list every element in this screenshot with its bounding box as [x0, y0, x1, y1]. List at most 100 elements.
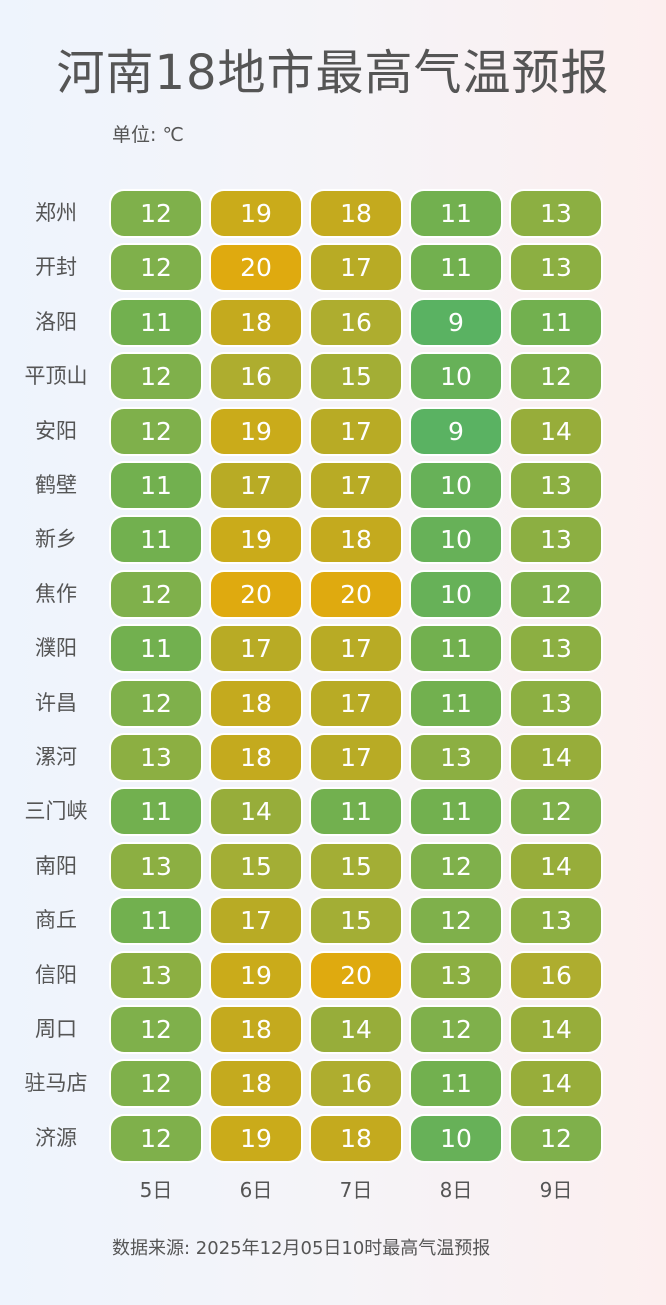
heatmap-row: 平顶山 12 16 15 10 12: [0, 354, 666, 400]
temperature-cell: 16: [211, 354, 301, 400]
temperature-cell: 11: [411, 680, 501, 726]
temperature-cell: 12: [511, 571, 601, 617]
city-label: 驻马店: [24, 1071, 88, 1096]
temperature-cell: 13: [411, 952, 501, 998]
temperature-cell: 13: [111, 735, 201, 780]
temperature-cell: 9: [411, 299, 501, 345]
temperature-cell: 12: [111, 408, 201, 454]
temperature-cell: 11: [411, 245, 501, 291]
heatmap-row: 周口 12 18 14 12 14: [0, 1007, 666, 1053]
temperature-cell: 11: [111, 789, 201, 835]
temperature-cell: 13: [511, 245, 601, 291]
temperature-cell: 12: [111, 245, 201, 291]
temperature-cell: 15: [211, 843, 301, 889]
temperature-cell: 11: [511, 299, 601, 345]
temperature-cell: 11: [111, 626, 201, 672]
city-label: 安阳: [35, 418, 77, 443]
day-label: 7日: [339, 1178, 373, 1202]
temperature-cell: 11: [111, 463, 201, 508]
temperature-cell: 13: [411, 735, 501, 780]
temperature-cell: 11: [411, 789, 501, 835]
temperature-cell: 19: [211, 408, 301, 454]
temperature-cell: 12: [111, 680, 201, 726]
temperature-cell: 16: [311, 299, 401, 345]
temperature-cell: 16: [311, 1061, 401, 1107]
day-label: 9日: [539, 1178, 573, 1202]
city-label: 南阳: [35, 853, 77, 878]
unit-label: 单位: ℃: [112, 124, 184, 146]
temperature-cell: 18: [311, 191, 401, 236]
temperature-cell: 14: [311, 1007, 401, 1052]
city-label: 开封: [35, 255, 77, 280]
temperature-cell: 12: [411, 843, 501, 889]
temperature-cell: 11: [411, 1061, 501, 1107]
city-label: 濮阳: [35, 636, 77, 661]
temperature-cell: 13: [511, 517, 601, 563]
temperature-cell: 12: [511, 789, 601, 835]
temperature-cell: 17: [211, 898, 301, 944]
temperature-cell: 12: [511, 1115, 601, 1161]
temperature-cell: 11: [311, 789, 401, 835]
heatmap-row: 安阳 12 19 17 9 14: [0, 408, 666, 455]
temperature-cell: 17: [311, 680, 401, 726]
heatmap-row: 信阳 13 19 20 13 16: [0, 952, 666, 999]
heatmap-row: 许昌 12 18 17 11 13: [0, 680, 666, 727]
temperature-cell: 10: [411, 517, 501, 563]
temperature-cell: 15: [311, 843, 401, 889]
temperature-cell: 12: [111, 354, 201, 400]
temperature-cell: 20: [211, 245, 301, 291]
city-label: 信阳: [35, 962, 77, 987]
temperature-cell: 14: [511, 1007, 601, 1052]
temperature-cell: 17: [311, 408, 401, 454]
temperature-cell: 18: [311, 1115, 401, 1161]
temperature-cell: 14: [511, 1061, 601, 1107]
temperature-cell: 13: [111, 843, 201, 889]
temperature-cell: 17: [311, 463, 401, 508]
city-label: 济源: [35, 1125, 77, 1150]
temperature-cell: 12: [111, 571, 201, 617]
temperature-cell: 11: [411, 191, 501, 236]
temperature-cell: 12: [411, 898, 501, 944]
heatmap-row: 济源 12 19 18 10 12: [0, 1115, 666, 1162]
temperature-cell: 13: [511, 191, 601, 236]
temperature-cell: 15: [311, 354, 401, 400]
city-label: 许昌: [35, 690, 77, 715]
temperature-cell: 11: [411, 626, 501, 672]
temperature-cell: 13: [511, 463, 601, 508]
temperature-cell: 18: [211, 735, 301, 780]
temperature-cell: 13: [111, 952, 201, 998]
city-label: 郑州: [35, 201, 77, 225]
heatmap-row: 鹤壁 11 17 17 10 13: [0, 463, 666, 509]
temperature-cell: 17: [311, 735, 401, 780]
heatmap-row: 三门峡 11 14 11 11 12: [0, 789, 666, 835]
temperature-cell: 13: [511, 680, 601, 726]
data-source-note: 数据来源: 2025年12月05日10时最高气温预报: [112, 1238, 491, 1259]
temperature-cell: 12: [111, 1115, 201, 1161]
heatmap-row: 漯河 13 18 17 13 14: [0, 735, 666, 781]
temperature-cell: 12: [411, 1007, 501, 1052]
temperature-cell: 13: [511, 898, 601, 944]
temperature-cell: 19: [211, 517, 301, 563]
temperature-cell: 12: [111, 191, 201, 236]
temperature-cell: 18: [211, 680, 301, 726]
temperature-cell: 18: [211, 1061, 301, 1107]
heatmap-row: 郑州 12 19 18 11 13: [0, 191, 666, 237]
temperature-cell: 12: [511, 354, 601, 400]
city-label: 新乡: [35, 527, 77, 552]
heatmap-row: 开封 12 20 17 11 13: [0, 245, 666, 291]
temperature-cell: 9: [411, 408, 501, 454]
city-label: 洛阳: [35, 309, 77, 334]
temperature-cell: 12: [111, 1061, 201, 1107]
day-label: 8日: [439, 1178, 473, 1202]
temperature-cell: 13: [511, 626, 601, 672]
heatmap-row: 新乡 11 19 18 10 13: [0, 517, 666, 563]
temperature-cell: 14: [511, 843, 601, 889]
city-label: 周口: [35, 1017, 77, 1041]
temperature-cell: 17: [211, 463, 301, 508]
temperature-cell: 20: [311, 571, 401, 617]
temperature-cell: 17: [211, 626, 301, 672]
temperature-cell: 10: [411, 463, 501, 508]
heatmap-row: 驻马店 12 18 16 11 14: [0, 1061, 666, 1107]
city-label: 焦作: [35, 581, 77, 606]
temperature-cell: 18: [311, 517, 401, 563]
